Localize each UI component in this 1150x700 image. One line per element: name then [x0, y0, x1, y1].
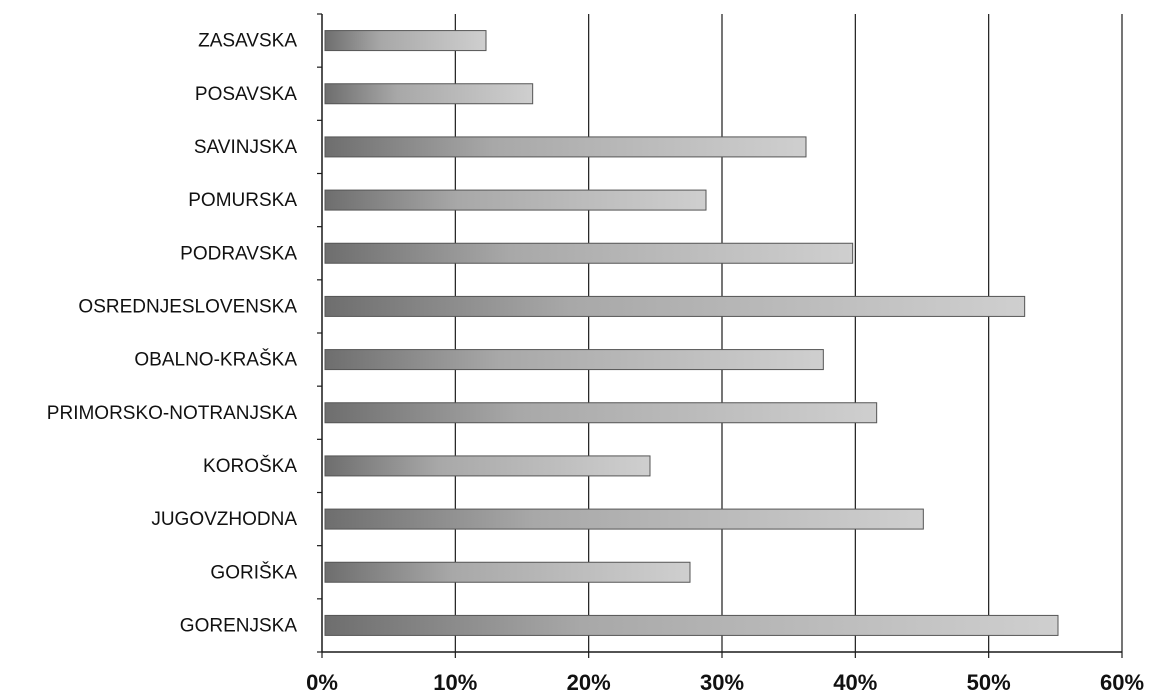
- bar-podravska: [324, 242, 854, 264]
- category-label-gorenjska: GORENJSKA: [180, 615, 298, 636]
- x-tick-label-10: 10%: [433, 670, 477, 695]
- x-tick-label-20: 20%: [567, 670, 611, 695]
- category-label-savinjska: SAVINJSKA: [194, 137, 297, 158]
- category-label-osrednjeslovenska: OSREDNJESLOVENSKA: [78, 296, 297, 317]
- x-tick-label-50: 50%: [967, 670, 1011, 695]
- category-label-goriška: GORIŠKA: [210, 561, 297, 583]
- bar-obalno-kraška: [324, 349, 824, 371]
- bar-osrednjeslovenska: [324, 295, 1026, 317]
- category-label-jugovzhodna: JUGOVZHODNA: [151, 509, 297, 530]
- category-labels: ZASAVSKA POSAVSKA SAVINJSKA POMURSKA PODRAVS…: [47, 31, 298, 637]
- x-tick-label-30: 30%: [700, 670, 744, 695]
- category-label-primorsko-notranjska: PRIMORSKO-NOTRANJSKA: [47, 403, 298, 424]
- category-label-obalno-kraška: OBALNO-KRAŠKA: [134, 349, 297, 371]
- bar-goriška: [324, 561, 691, 583]
- category-label-zasavska: ZASAVSKA: [198, 31, 297, 52]
- bars: [324, 30, 1059, 636]
- bar-koroška: [324, 455, 651, 477]
- bar-jugovzhodna: [324, 508, 924, 530]
- bar-posavska: [324, 83, 534, 105]
- x-tick-label-0: 0%: [306, 670, 338, 695]
- category-label-koroška: KOROŠKA: [203, 455, 297, 477]
- gridlines: [454, 14, 1123, 652]
- category-label-pomurska: POMURSKA: [188, 190, 297, 211]
- x-tick-labels: 0% 10% 20% 30% 40% 50% 60%: [306, 670, 1144, 695]
- bar-gorenjska: [324, 614, 1059, 636]
- bar-savinjska: [324, 136, 807, 158]
- axes: [317, 13, 1123, 658]
- bar-zasavska: [324, 30, 487, 52]
- x-tick-label-60: 60%: [1100, 670, 1144, 695]
- category-label-podravska: PODRAVSKA: [180, 243, 297, 264]
- bar-primorsko-notranjska: [324, 402, 878, 424]
- x-tick-label-40: 40%: [833, 670, 877, 695]
- bar-pomurska: [324, 189, 707, 211]
- category-label-posavska: POSAVSKA: [195, 84, 297, 105]
